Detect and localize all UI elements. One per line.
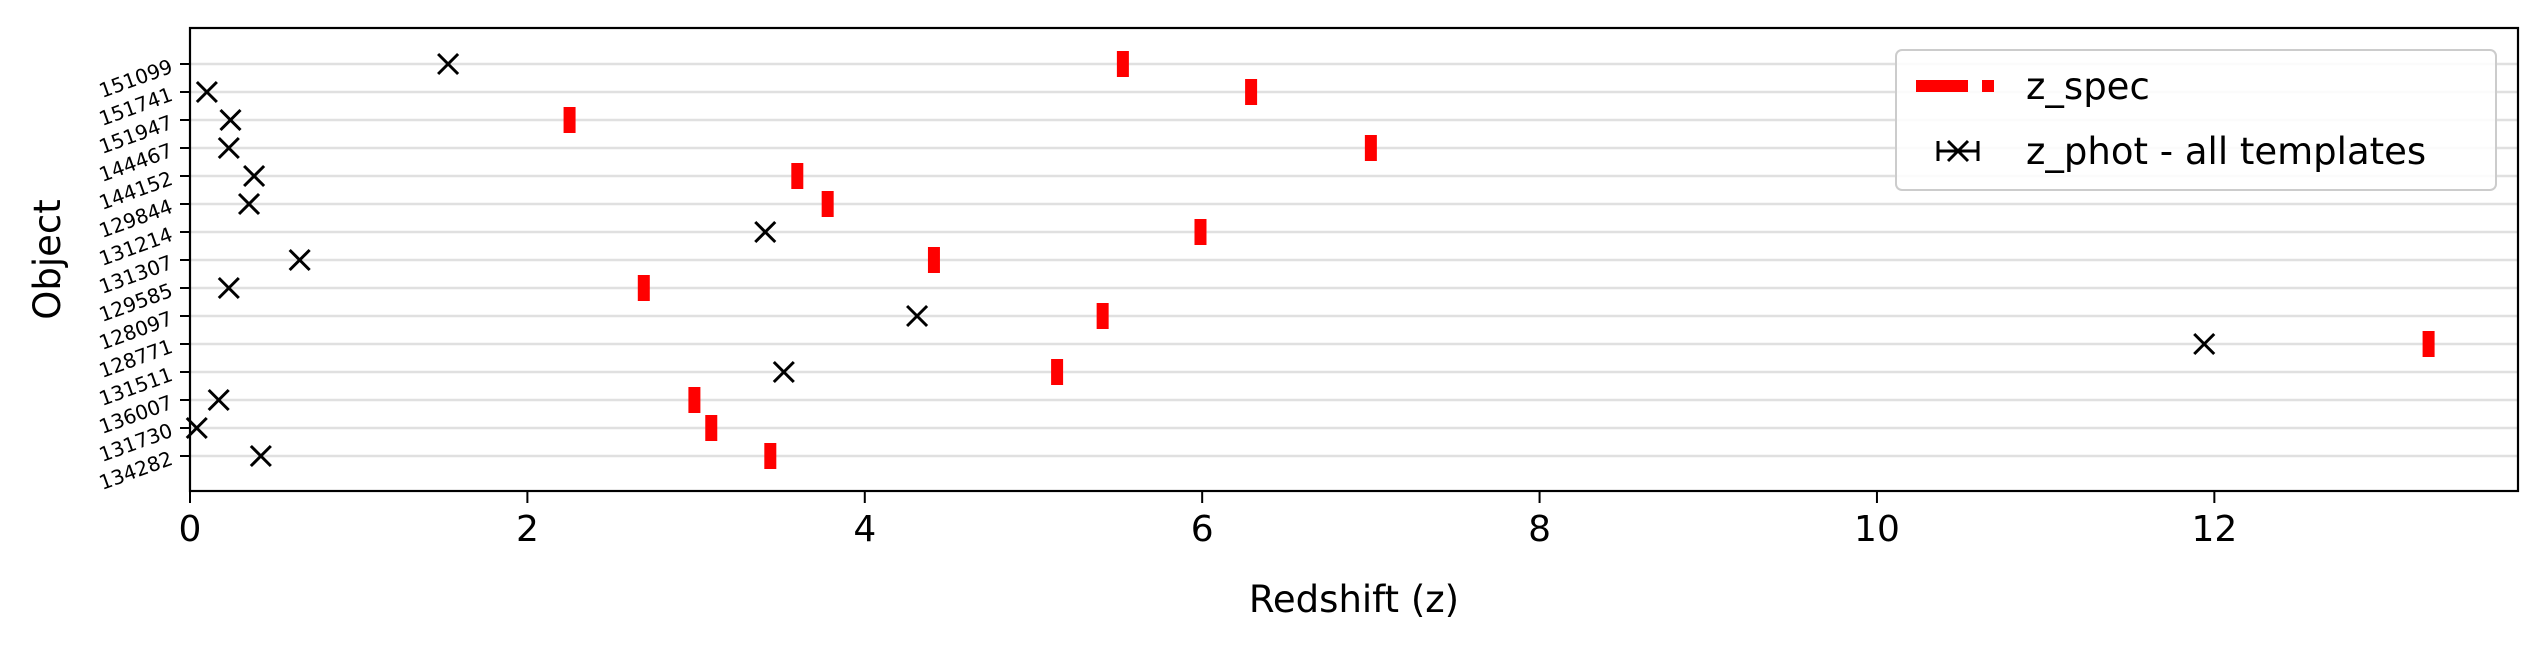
legend: z_spec z_phot - all templates [1895,49,2497,191]
y-axis-label: Object [26,199,69,320]
x-tick-label: 4 [853,509,876,550]
legend-label-z-spec: z_spec [2026,65,2150,108]
z-phot-point [754,220,777,244]
z-spec-point [1116,51,1129,77]
z-spec-point [563,107,576,133]
z-spec-point [821,191,834,217]
x-tick-label: 8 [1528,509,1551,550]
z-spec-point [637,275,650,301]
legend-box [1895,49,2497,191]
z-phot-point [2193,332,2216,356]
z-phot-point [219,108,242,132]
z-phot-point [195,80,218,104]
z-spec-point [1194,219,1207,245]
x-axis-label: Redshift (z) [1249,578,1459,621]
z-phot-point [288,248,311,272]
z-spec-point [791,163,804,189]
z-phot-point [217,136,240,160]
z-spec-point [1364,135,1377,161]
z-spec-point [1245,79,1258,105]
z-spec-point [705,415,718,441]
z-spec-point [764,443,777,469]
z-spec-point [1051,359,1064,385]
x-tick-label: 2 [516,509,539,550]
z-phot-legend-marker [1946,139,1970,163]
legend-item-z-phot: z_phot - all templates [1936,130,2426,173]
legend-label-z-phot: z_phot - all templates [2026,130,2426,173]
z-phot-point [249,444,272,468]
z-spec-point [927,247,940,273]
z-phot-point [217,276,240,300]
data-marks [185,51,2435,469]
grid-lines [190,62,2518,458]
legend-item-z-spec: z_spec [1916,65,2150,108]
z-phot-point [243,164,266,188]
z-phot-point [207,388,230,412]
legend-symbol-z-phot [1936,139,1980,163]
x-tick-label: 0 [179,509,202,550]
z-spec-point [1096,303,1109,329]
x-tick-label: 12 [2191,509,2237,550]
z-phot-point [437,52,460,76]
x-tick-label: 10 [1854,509,1900,550]
x-tick-label: 6 [1191,509,1214,550]
axes: 0 2 4 6 8 10 121510991517411519471444671441521… [96,54,2238,550]
z-spec-point [688,387,701,413]
z-phot-point [906,304,929,328]
z-spec-point [2422,331,2435,357]
z-phot-point [237,192,261,216]
z-phot-point [772,360,795,384]
